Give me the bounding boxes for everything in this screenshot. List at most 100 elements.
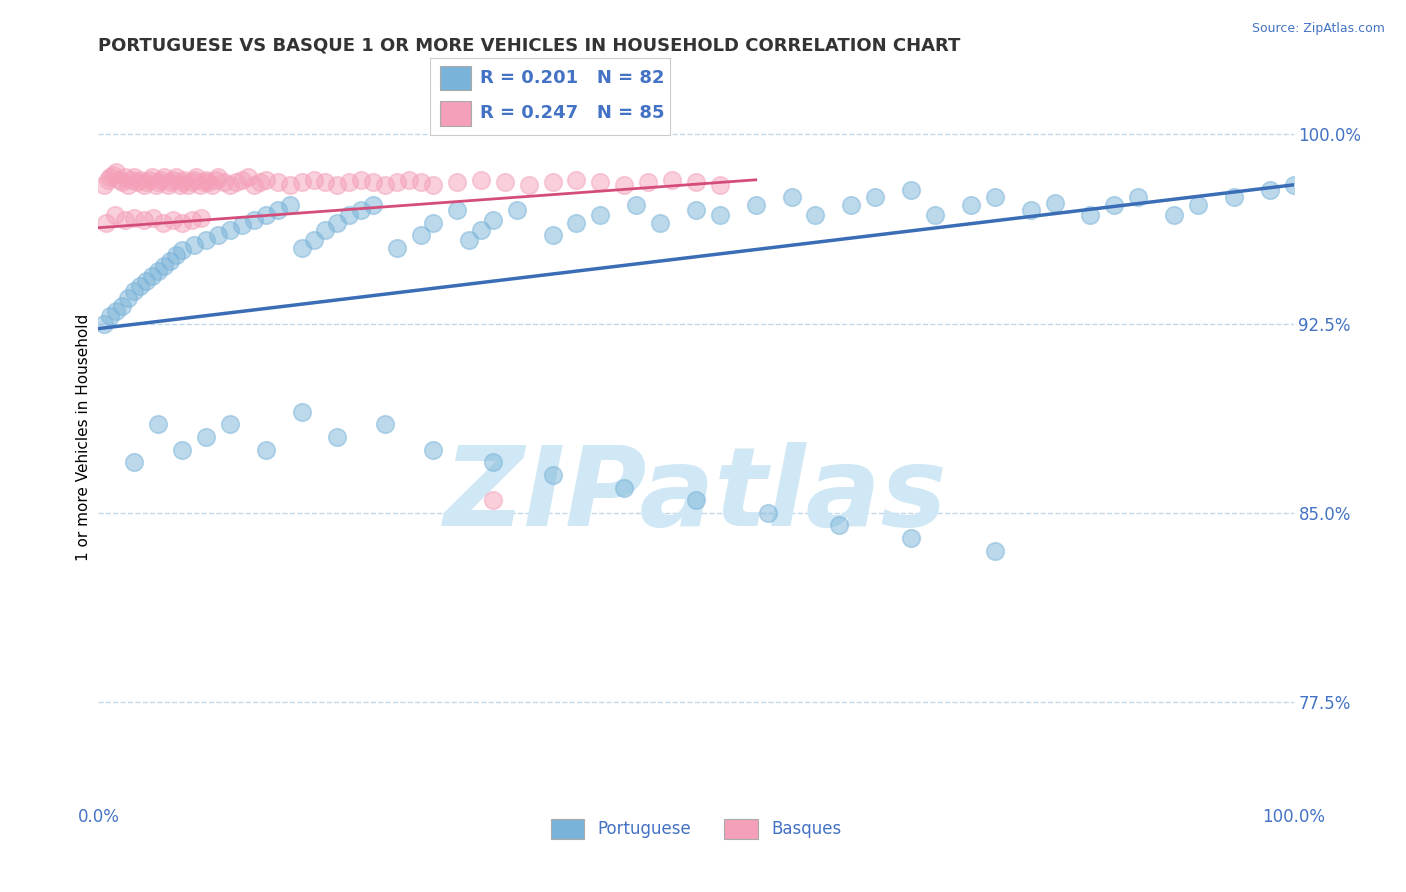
Point	[135, 175, 157, 189]
Point	[162, 213, 184, 227]
Point	[363, 175, 385, 189]
Point	[685, 203, 707, 218]
Point	[267, 175, 290, 189]
Point	[446, 175, 468, 189]
Point	[1104, 198, 1126, 212]
Point	[1163, 208, 1185, 222]
Point	[541, 175, 564, 189]
Point	[195, 173, 218, 187]
Point	[470, 223, 492, 237]
Point	[141, 170, 163, 185]
Point	[1258, 183, 1281, 197]
Point	[165, 170, 187, 185]
Point	[165, 248, 187, 262]
Point	[159, 175, 181, 189]
Point	[254, 173, 277, 187]
Point	[219, 417, 242, 432]
Point	[231, 218, 253, 232]
Point	[124, 211, 146, 225]
Point	[302, 173, 325, 187]
Point	[1223, 190, 1246, 204]
Point	[291, 405, 314, 419]
Point	[291, 175, 314, 189]
Point	[339, 208, 361, 222]
Point	[197, 175, 219, 189]
Point	[374, 178, 396, 192]
Point	[326, 216, 349, 230]
Point	[278, 178, 301, 192]
Point	[135, 274, 157, 288]
Point	[94, 216, 117, 230]
Point	[804, 208, 827, 222]
Point	[132, 213, 155, 227]
Y-axis label: 1 or more Vehicles in Household: 1 or more Vehicles in Household	[76, 313, 91, 561]
Point	[172, 216, 194, 230]
Point	[1282, 178, 1305, 192]
Point	[117, 178, 139, 192]
Point	[219, 178, 242, 192]
Point	[111, 175, 134, 189]
Point	[243, 178, 266, 192]
Point	[780, 190, 803, 204]
Point	[108, 173, 131, 187]
Point	[117, 291, 139, 305]
Point	[141, 268, 163, 283]
Point	[111, 299, 134, 313]
Text: R = 0.201   N = 82: R = 0.201 N = 82	[481, 69, 665, 87]
Point	[114, 213, 136, 227]
Point	[422, 216, 444, 230]
Point	[121, 173, 143, 187]
Point	[172, 442, 194, 457]
Point	[1019, 203, 1042, 218]
Point	[626, 198, 648, 212]
Point	[661, 173, 683, 187]
Point	[225, 175, 247, 189]
Point	[565, 216, 588, 230]
Point	[219, 223, 242, 237]
Point	[481, 455, 505, 469]
Point	[326, 430, 349, 444]
Point	[204, 173, 226, 187]
Point	[385, 175, 409, 189]
Point	[129, 278, 152, 293]
Point	[159, 253, 181, 268]
Point	[124, 284, 146, 298]
Point	[124, 170, 146, 185]
Point	[207, 228, 229, 243]
Point	[104, 208, 127, 222]
Point	[201, 178, 224, 192]
Point	[828, 518, 851, 533]
Point	[865, 190, 887, 204]
Point	[350, 203, 373, 218]
Point	[339, 175, 361, 189]
Point	[374, 417, 396, 432]
Point	[1080, 208, 1102, 222]
Point	[254, 208, 277, 222]
Point	[470, 173, 492, 187]
FancyBboxPatch shape	[440, 66, 471, 90]
Point	[613, 481, 636, 495]
Point	[169, 178, 191, 192]
Point	[924, 208, 946, 222]
Point	[156, 178, 179, 192]
Point	[172, 175, 194, 189]
Point	[124, 455, 146, 469]
Point	[960, 198, 983, 212]
Point	[212, 175, 235, 189]
Point	[363, 198, 385, 212]
Point	[125, 175, 148, 189]
Text: ZIPatlas: ZIPatlas	[444, 442, 948, 549]
Point	[685, 493, 707, 508]
Point	[162, 173, 184, 187]
Point	[173, 173, 195, 187]
Point	[411, 228, 433, 243]
Point	[148, 263, 170, 277]
Point	[565, 173, 588, 187]
Point	[685, 175, 707, 189]
Point	[183, 173, 205, 187]
Point	[709, 208, 731, 222]
Point	[291, 241, 314, 255]
Point	[613, 178, 636, 192]
Point	[900, 531, 922, 545]
Point	[98, 309, 122, 323]
